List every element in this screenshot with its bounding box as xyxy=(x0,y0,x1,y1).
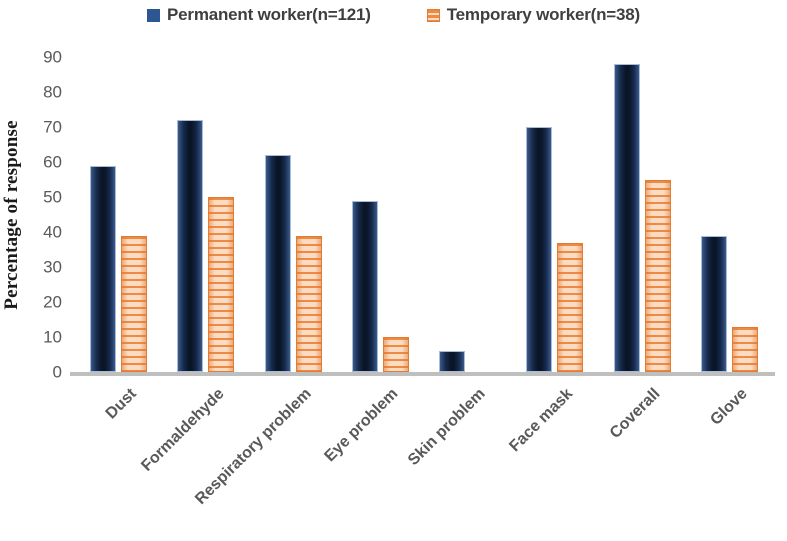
y-tick-label-60: 60 xyxy=(43,152,62,172)
bar-permanent-worker-face-mask xyxy=(526,127,553,372)
chart-legend: Permanent worker(n=121) Temporary worker… xyxy=(0,5,787,25)
legend-item-temporary-worker: Temporary worker(n=38) xyxy=(426,5,640,25)
y-tick-label-50: 50 xyxy=(43,187,62,207)
x-label-eye-problem: Eye problem xyxy=(321,385,402,466)
temporary-worker-swatch-icon xyxy=(426,8,440,22)
bar-permanent-worker-formaldehyde xyxy=(177,120,204,372)
bars-container xyxy=(75,57,773,372)
bar-group-dust xyxy=(75,57,162,372)
bar-group-formaldehyde xyxy=(162,57,249,372)
y-tick-label-70: 70 xyxy=(43,117,62,137)
bar-group-respiratory-problem xyxy=(250,57,337,372)
bar-temporary-worker-face-mask xyxy=(557,242,584,372)
legend-item-permanent-worker: Permanent worker(n=121) xyxy=(147,5,371,25)
bar-group-eye-problem xyxy=(337,57,424,372)
bar-temporary-worker-glove xyxy=(731,326,758,372)
plot-area: Percentage of response Dust Formaldehyde R… xyxy=(1,57,775,508)
bar-temporary-worker-coverall xyxy=(644,179,671,372)
x-axis-line xyxy=(70,372,775,376)
legend-label-permanent-worker: Permanent worker(n=121) xyxy=(167,5,371,24)
x-label-dust: Dust xyxy=(102,385,140,423)
legend-label-temporary-worker: Temporary worker(n=38) xyxy=(446,5,640,24)
permanent-worker-swatch-icon xyxy=(147,8,161,22)
y-axis-tick-labels: 0 10 20 30 40 50 60 70 80 90 xyxy=(0,49,62,381)
x-label-face-mask: Face mask xyxy=(506,385,577,456)
y-tick-label-0: 0 xyxy=(52,362,62,382)
y-tick-label-90: 90 xyxy=(43,47,62,67)
bar-permanent-worker-skin-problem xyxy=(439,351,466,372)
bar-permanent-worker-eye-problem xyxy=(351,200,378,372)
y-tick-label-10: 10 xyxy=(43,327,62,347)
x-label-formaldehyde: Formaldehyde xyxy=(137,385,228,475)
x-axis-category-labels: Dust Formaldehyde Respiratory problem Eye p… xyxy=(75,372,773,522)
y-tick-label-40: 40 xyxy=(43,222,62,242)
bar-temporary-worker-formaldehyde xyxy=(208,197,235,372)
bar-temporary-worker-eye-problem xyxy=(382,337,409,372)
bar-permanent-worker-respiratory-problem xyxy=(264,155,291,372)
y-tick-label-30: 30 xyxy=(43,257,62,277)
bar-permanent-worker-dust xyxy=(90,165,117,372)
bar-group-skin-problem xyxy=(424,57,511,372)
y-axis-title: Percentage of response xyxy=(1,119,22,310)
x-label-glove: Glove xyxy=(707,385,751,429)
bar-permanent-worker-glove xyxy=(700,235,727,372)
x-label-skin-problem: Skin problem xyxy=(405,385,489,469)
bar-group-face-mask xyxy=(511,57,598,372)
bar-temporary-worker-dust xyxy=(121,235,148,372)
x-label-coverall: Coverall xyxy=(606,385,664,442)
bar-temporary-worker-respiratory-problem xyxy=(295,235,322,372)
y-tick-label-20: 20 xyxy=(43,292,62,312)
bar-group-glove xyxy=(686,57,773,372)
bar-group-coverall xyxy=(599,57,686,372)
bar-permanent-worker-coverall xyxy=(613,64,640,372)
y-tick-label-80: 80 xyxy=(43,82,62,102)
